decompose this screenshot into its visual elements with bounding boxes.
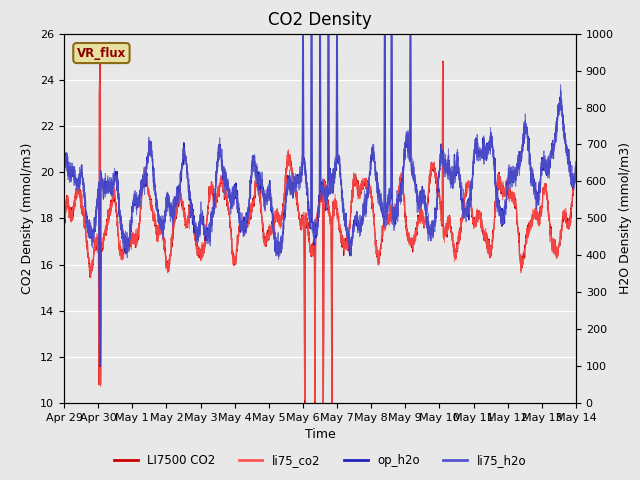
Legend: LI7500 CO2, li75_co2, op_h2o, li75_h2o: LI7500 CO2, li75_co2, op_h2o, li75_h2o [109,449,531,472]
Title: CO2 Density: CO2 Density [268,11,372,29]
Line: op_h2o: op_h2o [64,34,576,366]
Line: li75_h2o: li75_h2o [64,24,576,365]
Text: VR_flux: VR_flux [77,47,126,60]
Line: LI7500 CO2: LI7500 CO2 [64,61,576,403]
Y-axis label: CO2 Density (mmol/m3): CO2 Density (mmol/m3) [22,143,35,294]
Y-axis label: H2O Density (mmol/m3): H2O Density (mmol/m3) [620,143,632,294]
X-axis label: Time: Time [305,429,335,442]
Line: li75_co2: li75_co2 [64,60,576,404]
